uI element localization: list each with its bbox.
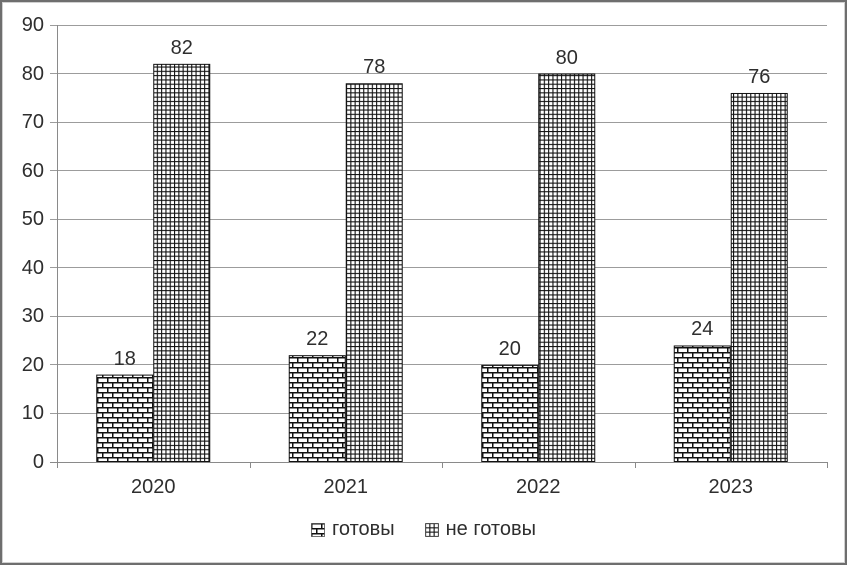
gridline-50 (50, 218, 827, 220)
legend-item-not-ready: не готовы (424, 518, 536, 541)
y-axis-label-60: 60 (21, 159, 44, 182)
gridline-30 (50, 315, 827, 317)
bar-value-label-not-ready-2021: 78 (363, 56, 386, 79)
gridline-90 (50, 24, 827, 26)
x-axis-label-2020: 2020 (131, 476, 176, 498)
bar-value-label-not-ready-2022: 80 (555, 46, 578, 69)
y-axis-label-10: 10 (21, 402, 44, 425)
bar-value-label-ready-2023: 24 (691, 318, 714, 341)
legend-item-ready: готовы (311, 518, 395, 541)
x-axis-line (50, 461, 827, 463)
bar-ready-2020 (96, 374, 154, 463)
x-axis-tick (827, 462, 828, 468)
bar-value-label-ready-2022: 20 (498, 337, 521, 360)
bar-value-label-ready-2020: 18 (113, 347, 136, 370)
bar-value-label-not-ready-2023: 76 (748, 65, 771, 88)
y-axis-label-20: 20 (21, 353, 44, 376)
x-axis-tick (249, 462, 251, 468)
y-axis-label-30: 30 (21, 305, 44, 328)
bar-not-ready-2020 (153, 63, 211, 462)
bar-not-ready-2021 (345, 83, 403, 463)
y-axis-label-70: 70 (21, 111, 44, 134)
bar-ready-2022 (481, 364, 539, 462)
brick-pattern-swatch-icon (311, 522, 325, 537)
bar-value-label-not-ready-2020: 82 (170, 36, 193, 59)
x-axis-label-2022: 2022 (516, 476, 561, 498)
gridline-40 (50, 267, 827, 269)
bar-ready-2023 (673, 345, 731, 463)
x-axis-tick (442, 462, 443, 468)
y-axis-label-90: 90 (21, 14, 44, 36)
y-axis-label-80: 80 (21, 62, 44, 85)
bar-ready-2021 (288, 355, 346, 462)
x-axis-tick (634, 462, 636, 468)
gridline-20 (50, 364, 827, 366)
y-axis-label-50: 50 (21, 208, 44, 231)
x-axis-label-2023: 2023 (708, 476, 754, 498)
gridline-80 (50, 73, 827, 75)
legend: готовы не готовы (2, 518, 845, 541)
legend-label-not-ready: не готовы (445, 518, 536, 540)
bar-value-label-ready-2021: 22 (306, 328, 329, 351)
bar-not-ready-2023 (730, 92, 788, 462)
legend-label-ready: готовы (332, 518, 395, 540)
gridline-70 (50, 121, 827, 123)
gridline-10 (50, 412, 827, 414)
y-axis-label-0: 0 (32, 451, 44, 473)
y-axis-line (57, 25, 58, 462)
grid-pattern-swatch-icon (424, 522, 439, 537)
y-axis-label-40: 40 (21, 256, 44, 279)
gridline-60 (50, 170, 827, 172)
x-axis-tick (57, 462, 58, 468)
x-axis-label-2021: 2021 (323, 476, 369, 498)
bar-not-ready-2022 (538, 73, 596, 463)
